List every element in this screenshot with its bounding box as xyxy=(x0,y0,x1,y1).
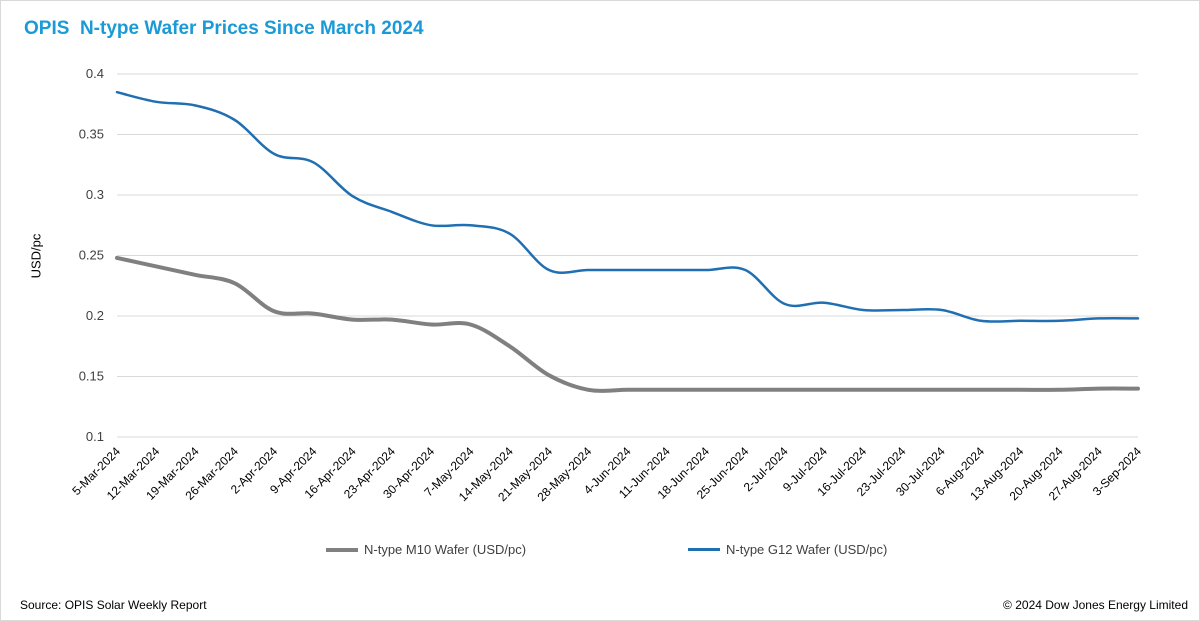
legend-label-m10: N-type M10 Wafer (USD/pc) xyxy=(364,542,527,557)
y-tick-label: 0.3 xyxy=(86,187,104,202)
y-tick-label: 0.15 xyxy=(79,369,104,384)
y-tick-label: 0.35 xyxy=(79,127,104,142)
legend-item-g12: N-type G12 Wafer (USD/pc) xyxy=(688,542,887,557)
plot-area: 0.1 0.15 0.2 0.25 0.3 0.35 0.4 5-Mar-202412-Ma… xyxy=(69,66,1144,504)
series-line-m10 xyxy=(115,255,1140,393)
y-tick-label: 0.1 xyxy=(86,429,104,444)
copyright-note: © 2024 Dow Jones Energy Limited xyxy=(1003,598,1188,612)
y-tick-label: 0.2 xyxy=(86,308,104,323)
legend-swatch-g12 xyxy=(688,548,720,551)
legend-label-g12: N-type G12 Wafer (USD/pc) xyxy=(726,542,888,557)
source-note: Source: OPIS Solar Weekly Report xyxy=(20,598,207,612)
legend-item-m10: N-type M10 Wafer (USD/pc) xyxy=(326,542,526,557)
series-line-g12 xyxy=(115,90,1140,323)
y-tick-label: 0.4 xyxy=(86,66,104,81)
legend-swatch-m10 xyxy=(326,547,358,552)
gridlines xyxy=(117,73,1138,438)
y-tick-labels: 0.1 0.15 0.2 0.25 0.3 0.35 0.4 xyxy=(79,66,104,444)
y-tick-label: 0.25 xyxy=(79,248,104,263)
series-lines xyxy=(115,90,1140,393)
x-tick-labels: 5-Mar-202412-Mar-202419-Mar-202426-Mar-2… xyxy=(69,444,1144,504)
chart-title: OPIS N-type Wafer Prices Since March 202… xyxy=(24,18,424,39)
